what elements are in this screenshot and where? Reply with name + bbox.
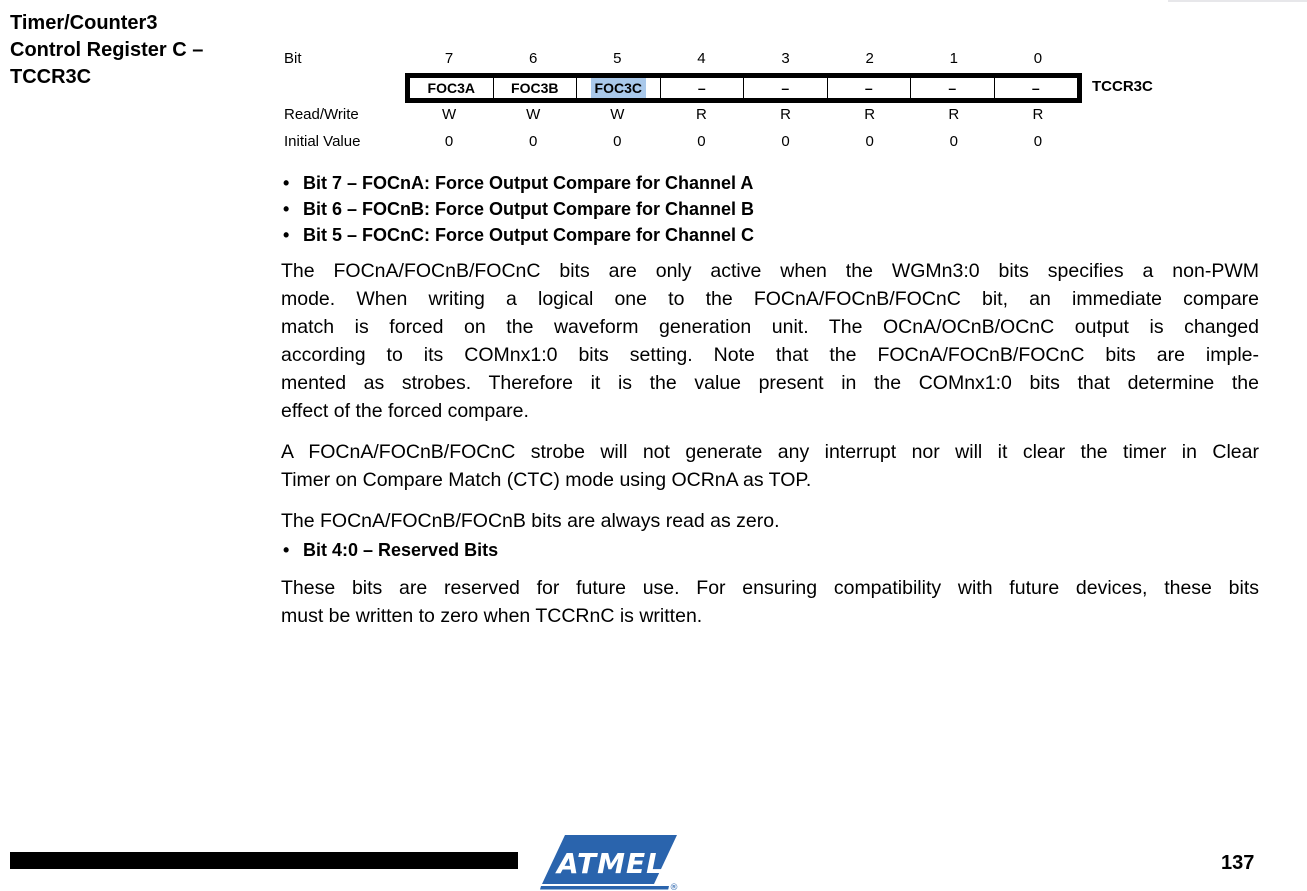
initial-value-label: Initial Value [284, 133, 361, 150]
register-cell-label: – [781, 80, 790, 96]
bullet-icon: • [283, 225, 290, 245]
bit-description: Bit 7 – FOCnA: Force Output Compare for … [303, 173, 754, 193]
read-write-value: R [696, 106, 707, 123]
list-item: • Bit 4:0 – Reserved Bits [283, 537, 498, 563]
initial-value: 0 [697, 133, 706, 150]
register-cell: – [828, 78, 911, 98]
paragraph: The FOCnA/FOCnB/FOCnB bits are always re… [281, 507, 1259, 535]
register-cell-label: – [864, 80, 873, 96]
read-write-value: R [780, 106, 791, 123]
register-cell: FOC3B [494, 78, 577, 98]
list-item: • Bit 7 – FOCnA: Force Output Compare for… [283, 170, 754, 196]
bit-number: 2 [865, 50, 874, 67]
initial-value: 0 [781, 133, 790, 150]
bit-description: Bit 4:0 – Reserved Bits [303, 540, 499, 560]
read-write-value: R [948, 106, 960, 123]
bit-label: Bit [284, 50, 302, 67]
section-title: Timer/Counter3 Control Register C – TCCR… [10, 10, 203, 91]
list-item: • Bit 6 – FOCnB: Force Output Compare for… [283, 196, 754, 222]
bit-number: 3 [781, 50, 790, 67]
register-cell: – [661, 78, 744, 98]
initial-value: 0 [949, 133, 958, 150]
paragraph-line: mented as strobes. Therefore it is the v… [281, 372, 1259, 394]
register-cell-label: – [697, 80, 706, 96]
paragraph-line: Timer on Compare Match (CTC) mode using … [281, 469, 812, 491]
paragraph: These bits are reserved for future use. … [281, 574, 1259, 630]
paragraph-line: The FOCnA/FOCnB/FOCnC bits are only acti… [281, 260, 1259, 282]
bullet-icon: • [283, 173, 290, 193]
initial-value: 0 [865, 133, 874, 150]
reserved-bits-item: • Bit 4:0 – Reserved Bits [283, 537, 498, 563]
bit-number: 0 [1033, 50, 1043, 67]
read-write-value: W [610, 106, 625, 123]
paragraph-line: effect of the forced compare. [281, 400, 529, 422]
register-cell-label: – [1031, 80, 1040, 96]
initial-value: 0 [529, 133, 538, 150]
register-cell: – [911, 78, 995, 98]
bit-description-list: • Bit 7 – FOCnA: Force Output Compare for… [283, 170, 754, 248]
paragraph: The FOCnA/FOCnB/FOCnC bits are only acti… [281, 257, 1259, 425]
register-cell-label: – [948, 80, 957, 96]
section-title-line-3: TCCR3C [10, 66, 92, 88]
read-write-value: W [441, 106, 457, 123]
bit-number: 4 [697, 50, 706, 67]
paragraph: A FOCnA/FOCnB/FOCnC strobe will not gene… [281, 438, 1259, 494]
register-name: TCCR3C [1092, 78, 1153, 95]
paragraph-line: according to its COMnx1:0 bits setting. … [281, 344, 1259, 366]
window-edge-line [1168, 0, 1307, 2]
atmel-logo-underline [540, 886, 669, 890]
list-item: • Bit 5 – FOCnC: Force Output Compare for… [283, 222, 754, 248]
read-write-label: Read/Write [284, 106, 359, 123]
register-cell: – [744, 78, 828, 98]
atmel-logo-shape [542, 835, 677, 884]
bullet-icon: • [283, 199, 290, 219]
bit-number: 5 [613, 50, 622, 67]
page-number: 137 [1221, 852, 1255, 874]
registered-trademark-icon: ® [670, 883, 679, 891]
bit-description: Bit 5 – FOCnC: Force Output Compare for … [303, 225, 755, 245]
register-cell-label-highlighted[interactable]: FOC3C [590, 78, 646, 98]
read-write-value: R [1032, 106, 1044, 123]
register-bit-table: FOC3A FOC3B FOC3C – – – – – [405, 73, 1082, 103]
paragraph-line: mode. When writing a logical one to the … [281, 288, 1259, 310]
register-cell: – [995, 78, 1078, 98]
bullet-icon: • [283, 540, 290, 560]
atmel-logo-text: ATMEL [555, 847, 665, 880]
register-cell-label: FOC3A [427, 80, 475, 96]
paragraph-line: must be written to zero when TCCRnC is w… [281, 605, 703, 627]
paragraph-line: These bits are reserved for future use. … [281, 577, 1259, 599]
register-cell: FOC3C [577, 78, 661, 98]
register-cell-label: FOC3B [511, 80, 559, 96]
register-cell: FOC3A [410, 78, 494, 98]
paragraph-line: A FOCnA/FOCnB/FOCnC strobe will not gene… [281, 441, 1259, 463]
initial-value-row: 0 0 0 0 0 0 0 0 [407, 133, 1080, 151]
paragraph-line: The FOCnA/FOCnB/FOCnB bits are always re… [281, 510, 780, 532]
bit-number: 7 [444, 50, 454, 67]
section-title-line-2: Control Register C – [10, 39, 204, 61]
read-write-row: W W W R R R R R [407, 106, 1080, 124]
initial-value: 0 [613, 133, 622, 150]
bit-description: Bit 6 – FOCnB: Force Output Compare for … [303, 199, 755, 219]
bit-number: 1 [949, 50, 958, 67]
atmel-logo-icon: ATMEL ® [540, 835, 679, 891]
initial-value: 0 [444, 133, 454, 150]
paragraph-line: match is forced on the waveform generati… [281, 316, 1259, 338]
read-write-value: W [526, 106, 541, 123]
read-write-value: R [864, 106, 876, 123]
section-title-line-1: Timer/Counter3 [10, 12, 158, 34]
initial-value: 0 [1033, 133, 1043, 150]
bit-number: 6 [529, 50, 538, 67]
footer-rule-bar [10, 852, 518, 869]
bit-number-row: 7 6 5 4 3 2 1 0 [407, 50, 1080, 68]
